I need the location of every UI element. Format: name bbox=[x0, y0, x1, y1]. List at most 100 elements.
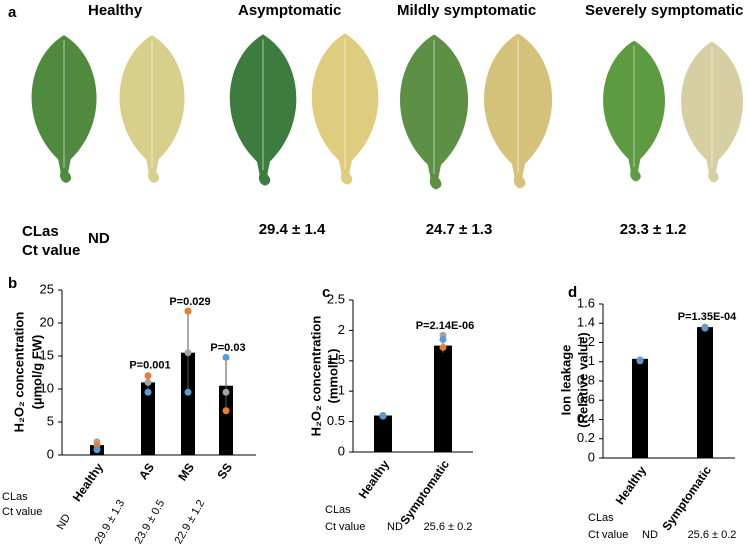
data-point bbox=[701, 324, 709, 332]
y-axis-label: (Relative value) bbox=[575, 332, 590, 427]
x-tick-label: Symptomatic bbox=[659, 463, 714, 533]
data-point bbox=[144, 372, 152, 380]
y-tick-label: 0 bbox=[338, 443, 345, 458]
leaf bbox=[399, 33, 469, 191]
panel-label: a bbox=[8, 4, 17, 21]
ct-value: ND bbox=[387, 521, 403, 533]
ct-value: 25.6 ± 0.2 bbox=[688, 529, 737, 541]
ct-value: 24.7 ± 1.3 bbox=[426, 221, 493, 238]
y-axis-label: H₂O₂ concentration bbox=[308, 316, 323, 437]
leaf-photos bbox=[30, 32, 744, 191]
data-point bbox=[184, 388, 192, 396]
y-tick-label: 25 bbox=[40, 281, 54, 296]
leaf bbox=[311, 32, 380, 186]
leaf bbox=[602, 39, 666, 183]
panel-label: d bbox=[568, 284, 577, 301]
y-axis-label: Ion leakage bbox=[558, 345, 573, 416]
y-tick-label: 20 bbox=[40, 314, 54, 329]
y-tick-label: 1.5 bbox=[327, 352, 345, 367]
data-point bbox=[439, 343, 447, 351]
y-tick-label: 2 bbox=[338, 322, 345, 337]
group-label: Asymptomatic bbox=[238, 2, 341, 19]
y-axis-label: H₂O₂ concentration bbox=[11, 312, 26, 433]
y-tick-label: 1.2 bbox=[577, 334, 595, 349]
bar bbox=[141, 382, 155, 455]
data-point bbox=[379, 412, 387, 420]
y-tick-label: 1 bbox=[338, 383, 345, 398]
ct-value: 29.9 ± 1.3 bbox=[93, 498, 128, 546]
y-tick-label: 0 bbox=[588, 449, 595, 464]
ct-label: Ct value bbox=[325, 521, 365, 533]
p-value: P=0.029 bbox=[169, 296, 210, 308]
leaf bbox=[229, 33, 298, 187]
panel-label: c bbox=[322, 284, 330, 301]
y-tick-label: 0.6 bbox=[577, 392, 595, 407]
ct-value: 29.4 ± 1.4 bbox=[259, 221, 326, 238]
data-point bbox=[439, 336, 447, 344]
leaf bbox=[118, 34, 186, 184]
data-point bbox=[144, 378, 152, 386]
y-axis-label: (µmol/g FW) bbox=[29, 335, 44, 410]
leaf bbox=[680, 40, 744, 184]
y-tick-label: 15 bbox=[40, 347, 54, 362]
panel-label: b bbox=[8, 275, 17, 292]
bar bbox=[697, 327, 713, 458]
ct-label: Ct value bbox=[22, 242, 80, 259]
group-label: Mildly symptomatic bbox=[397, 2, 536, 19]
data-point bbox=[184, 349, 192, 357]
bar bbox=[632, 358, 648, 458]
y-tick-label: 1.4 bbox=[577, 315, 595, 330]
x-tick-label: SS bbox=[214, 461, 235, 482]
p-value: P=0.03 bbox=[210, 342, 245, 354]
data-point bbox=[144, 388, 152, 396]
ct-label: CLas bbox=[588, 512, 614, 524]
ct-value: 23.9 ± 0.5 bbox=[133, 498, 168, 546]
bar bbox=[434, 345, 452, 452]
y-tick-label: 0.8 bbox=[577, 372, 595, 387]
p-value: P=0.001 bbox=[129, 359, 170, 371]
bar bbox=[219, 385, 233, 455]
p-value: P=1.35E-04 bbox=[678, 311, 737, 323]
data-point bbox=[222, 388, 230, 396]
ct-label: CLas bbox=[325, 504, 351, 516]
bar bbox=[181, 352, 195, 455]
ct-value: 25.6 ± 0.2 bbox=[424, 521, 473, 533]
x-tick-label: MS bbox=[175, 461, 197, 484]
data-point bbox=[222, 353, 230, 361]
y-tick-label: 1 bbox=[588, 353, 595, 368]
ct-label: Ct value bbox=[588, 529, 628, 541]
y-tick-label: 5 bbox=[47, 413, 54, 428]
y-tick-label: 1.6 bbox=[577, 295, 595, 310]
data-point bbox=[636, 357, 644, 365]
group-label: Severely symptomatic bbox=[585, 2, 743, 19]
ct-value: 22.9 ± 1.2 bbox=[173, 498, 208, 546]
y-tick-label: 2.5 bbox=[327, 291, 345, 306]
y-axis-label: (mmol/L) bbox=[325, 349, 340, 404]
y-tick-label: 0 bbox=[47, 446, 54, 461]
ct-value: ND bbox=[642, 529, 658, 541]
y-tick-label: 0.5 bbox=[327, 413, 345, 428]
data-point bbox=[222, 407, 230, 415]
leaf bbox=[30, 34, 98, 184]
data-point bbox=[93, 446, 101, 454]
group-label: Healthy bbox=[88, 2, 143, 19]
x-tick-label: Healthy bbox=[613, 463, 650, 507]
ct-label: CLas bbox=[2, 491, 28, 503]
bar bbox=[374, 415, 392, 452]
x-tick-label: Symptomatic bbox=[397, 457, 452, 527]
x-tick-label: Healthy bbox=[356, 457, 393, 501]
y-tick-label: 0.4 bbox=[577, 411, 595, 426]
ct-value: ND bbox=[55, 512, 73, 532]
ct-value: ND bbox=[88, 230, 110, 247]
p-value: P=2.14E-06 bbox=[416, 320, 474, 332]
ct-value: 23.3 ± 1.2 bbox=[620, 221, 687, 238]
data-point bbox=[184, 307, 192, 315]
y-tick-label: 0.2 bbox=[577, 430, 595, 445]
x-tick-label: AS bbox=[136, 461, 157, 483]
x-tick-label: Healthy bbox=[70, 460, 107, 504]
ct-label: CLas bbox=[22, 223, 59, 240]
ct-label: Ct value bbox=[2, 506, 42, 518]
y-tick-label: 10 bbox=[40, 380, 54, 395]
leaf bbox=[483, 32, 553, 190]
